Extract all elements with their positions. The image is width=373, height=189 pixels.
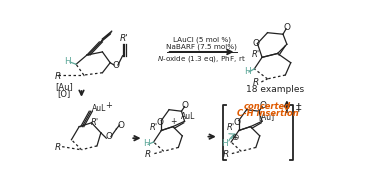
Text: C-H insertion: C-H insertion: [236, 109, 298, 118]
Text: O: O: [253, 39, 259, 48]
Text: NaBARF (7.5 mol%): NaBARF (7.5 mol%): [166, 43, 237, 50]
Text: ⊕: ⊕: [231, 133, 239, 142]
Text: H: H: [244, 67, 251, 76]
Text: R: R: [253, 78, 259, 87]
Text: R': R': [227, 123, 235, 132]
Text: [Au]: [Au]: [258, 112, 275, 121]
Text: R': R': [252, 50, 260, 59]
Text: $\it{N}$-oxide (1.3 eq), PhF, rt: $\it{N}$-oxide (1.3 eq), PhF, rt: [157, 54, 246, 64]
Text: LAuCl (5 mol %): LAuCl (5 mol %): [173, 36, 231, 43]
Text: O: O: [259, 101, 266, 110]
Text: concerted: concerted: [244, 102, 291, 111]
Text: R': R': [120, 34, 129, 43]
Text: R': R': [150, 123, 158, 132]
Text: O: O: [113, 60, 120, 70]
Text: ‡: ‡: [296, 102, 301, 112]
Text: [O]: [O]: [57, 89, 70, 98]
Text: +: +: [170, 117, 176, 126]
Text: AuL: AuL: [92, 104, 107, 113]
Text: O: O: [105, 132, 112, 141]
Text: +: +: [105, 101, 112, 110]
Text: R: R: [223, 150, 229, 159]
Text: O: O: [283, 23, 290, 32]
Text: R: R: [145, 150, 151, 159]
Text: O: O: [117, 121, 125, 130]
Text: R: R: [54, 143, 60, 152]
Text: H: H: [143, 139, 150, 148]
Text: [Au]: [Au]: [55, 82, 73, 91]
Text: H: H: [221, 139, 228, 148]
Text: R: R: [55, 72, 62, 81]
Text: O: O: [182, 101, 189, 110]
Text: 18 examples: 18 examples: [246, 85, 304, 94]
Text: R': R': [91, 118, 99, 127]
Text: H: H: [64, 57, 71, 66]
Text: O: O: [156, 118, 163, 127]
Text: O: O: [234, 118, 241, 127]
Text: AuL: AuL: [181, 112, 195, 121]
